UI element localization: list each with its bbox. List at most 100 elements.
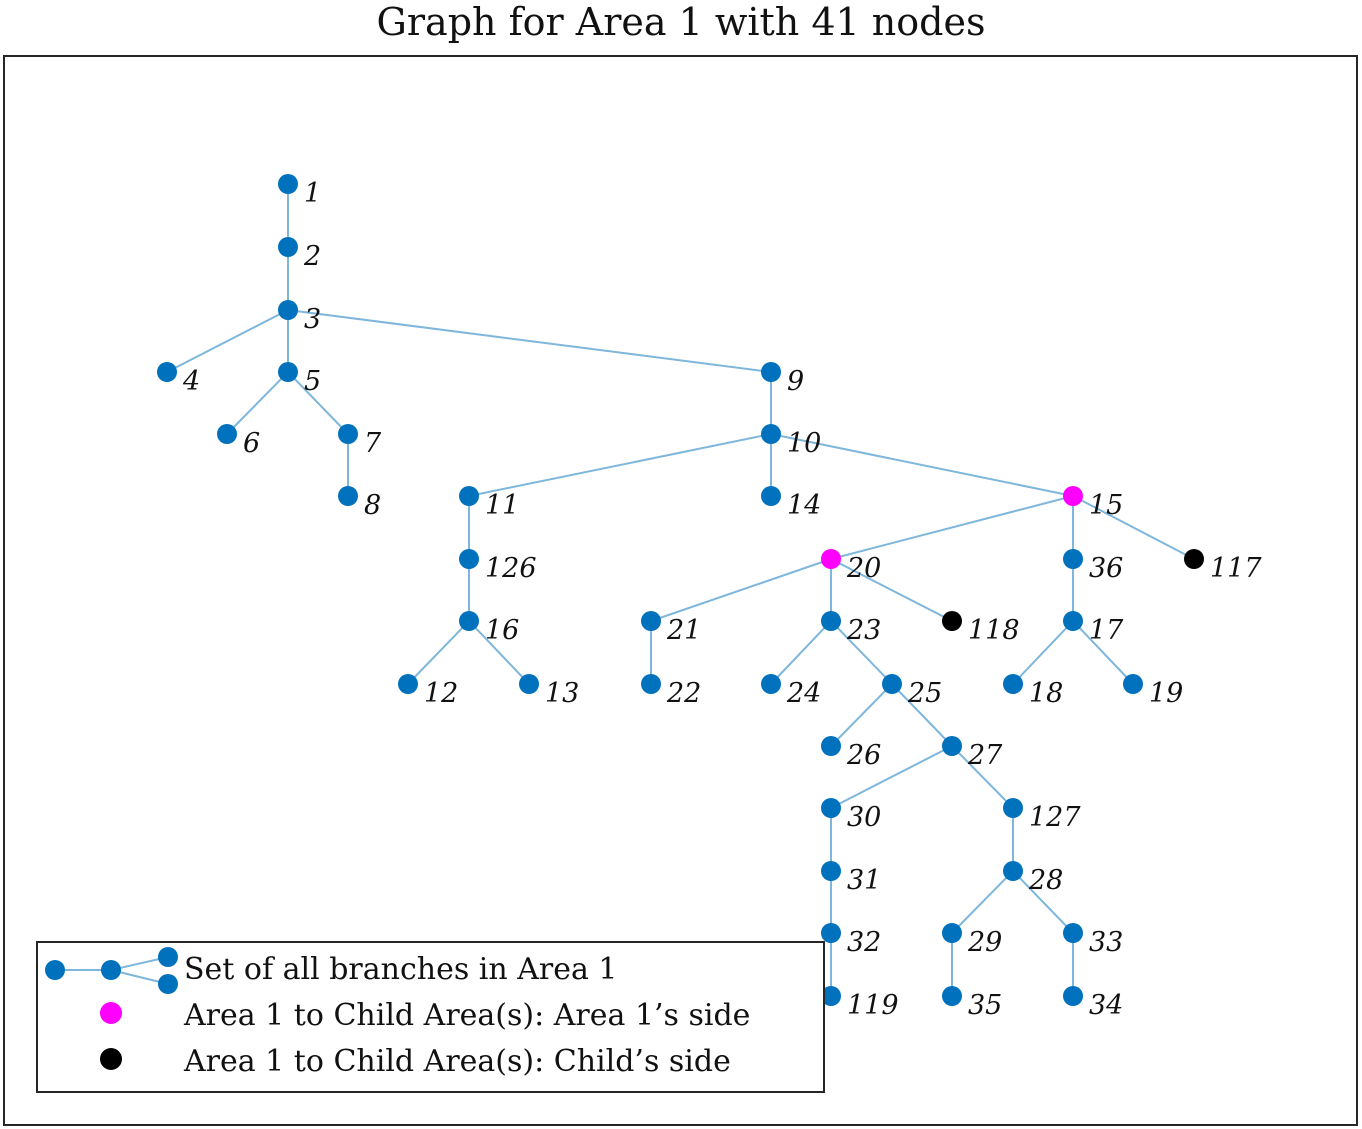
edge-16-13 bbox=[468, 620, 530, 685]
node-17 bbox=[1063, 611, 1083, 631]
node-label-35: 35 bbox=[968, 990, 1002, 1021]
node-12 bbox=[398, 674, 418, 694]
node-18 bbox=[1003, 674, 1023, 694]
node-label-8: 8 bbox=[364, 490, 381, 521]
plot-frame bbox=[3, 55, 1358, 1126]
legend-label-branches: Set of all branches in Area 1 bbox=[184, 952, 618, 987]
node-28 bbox=[1003, 861, 1023, 881]
node-3 bbox=[278, 300, 298, 320]
node-27 bbox=[942, 736, 962, 756]
node-label-24: 24 bbox=[786, 678, 821, 709]
node-label-17: 17 bbox=[1089, 615, 1124, 646]
node-34 bbox=[1063, 986, 1083, 1006]
node-label-26: 26 bbox=[846, 740, 881, 771]
node-1 bbox=[278, 174, 298, 194]
node-label-14: 14 bbox=[787, 490, 821, 521]
legend-marker-child_side bbox=[100, 1048, 122, 1070]
node-label-15: 15 bbox=[1089, 490, 1123, 521]
edge-5-6 bbox=[226, 371, 289, 435]
figure-title: Graph for Area 1 with 41 nodes bbox=[376, 0, 986, 44]
node-label-28: 28 bbox=[1028, 865, 1063, 896]
edge-5-7 bbox=[287, 371, 349, 435]
node-5 bbox=[278, 362, 298, 382]
node-31 bbox=[821, 861, 841, 881]
legend: Set of all branches in Area 1 Area 1 to C… bbox=[36, 941, 825, 1093]
edge-17-18 bbox=[1012, 620, 1074, 685]
node-26 bbox=[821, 736, 841, 756]
node-19 bbox=[1123, 674, 1143, 694]
node-label-10: 10 bbox=[787, 428, 821, 459]
edge-3-9 bbox=[287, 309, 772, 373]
node-label-3: 3 bbox=[304, 304, 321, 335]
edge-10-11 bbox=[468, 433, 772, 497]
legend-box bbox=[36, 941, 825, 1093]
node-label-6: 6 bbox=[243, 428, 260, 459]
node-label-34: 34 bbox=[1089, 990, 1123, 1021]
edge-20-21 bbox=[650, 558, 832, 622]
node-label-9: 9 bbox=[787, 366, 804, 397]
edge-25-27 bbox=[891, 683, 953, 747]
edge-27-127 bbox=[951, 745, 1014, 809]
node-30 bbox=[821, 798, 841, 818]
node-label-4: 4 bbox=[182, 366, 200, 397]
node-label-13: 13 bbox=[545, 678, 579, 709]
node-35 bbox=[942, 986, 962, 1006]
node-117 bbox=[1184, 549, 1204, 569]
node-label-2: 2 bbox=[303, 241, 321, 272]
node-label-32: 32 bbox=[847, 927, 881, 958]
legend-branch-node bbox=[158, 947, 178, 967]
node-label-12: 12 bbox=[424, 678, 458, 709]
node-label-118: 118 bbox=[968, 615, 1020, 646]
node-20 bbox=[821, 549, 841, 569]
node-7 bbox=[338, 424, 358, 444]
node-label-33: 33 bbox=[1089, 927, 1123, 958]
edge-15-117 bbox=[1072, 495, 1195, 560]
node-label-29: 29 bbox=[967, 927, 1002, 958]
edge-27-30 bbox=[830, 745, 953, 809]
node-label-36: 36 bbox=[1089, 553, 1123, 584]
node-label-11: 11 bbox=[485, 490, 519, 521]
node-118 bbox=[942, 611, 962, 631]
node-label-1: 1 bbox=[304, 178, 321, 209]
edges-layer bbox=[166, 184, 1195, 996]
edge-17-19 bbox=[1072, 620, 1134, 685]
node-15 bbox=[1063, 486, 1083, 506]
legend-label-child_side: Area 1 to Child Area(s): Child’s side bbox=[183, 1044, 731, 1079]
node-36 bbox=[1063, 549, 1083, 569]
node-119 bbox=[821, 986, 841, 1006]
node-29 bbox=[942, 923, 962, 943]
edge-28-29 bbox=[951, 870, 1014, 934]
node-33 bbox=[1063, 923, 1083, 943]
node-4 bbox=[157, 362, 177, 382]
node-label-23: 23 bbox=[846, 615, 881, 646]
edge-23-24 bbox=[770, 620, 832, 685]
node-8 bbox=[338, 486, 358, 506]
edge-10-15 bbox=[770, 433, 1074, 497]
legend-branch-node bbox=[101, 960, 121, 980]
node-25 bbox=[882, 674, 902, 694]
edge-3-4 bbox=[166, 309, 289, 373]
node-21 bbox=[641, 611, 661, 631]
node-126 bbox=[459, 549, 479, 569]
legend-branch-node bbox=[45, 960, 65, 980]
edge-28-33 bbox=[1012, 870, 1074, 934]
node-6 bbox=[217, 424, 237, 444]
node-label-119: 119 bbox=[847, 990, 899, 1021]
edge-25-26 bbox=[830, 683, 893, 747]
node-14 bbox=[761, 486, 781, 506]
node-13 bbox=[519, 674, 539, 694]
node-label-19: 19 bbox=[1149, 678, 1183, 709]
node-label-126: 126 bbox=[485, 553, 537, 584]
node-label-5: 5 bbox=[304, 366, 321, 397]
node-label-7: 7 bbox=[364, 428, 382, 459]
legend-item-branches: Set of all branches in Area 1 bbox=[45, 947, 618, 994]
node-16 bbox=[459, 611, 479, 631]
node-24 bbox=[761, 674, 781, 694]
node-127 bbox=[1003, 798, 1023, 818]
legend-label-parent_side: Area 1 to Child Area(s): Area 1’s side bbox=[183, 998, 750, 1033]
node-label-127: 127 bbox=[1029, 802, 1081, 833]
node-label-20: 20 bbox=[846, 553, 881, 584]
legend-marker-parent_side bbox=[100, 1002, 122, 1024]
